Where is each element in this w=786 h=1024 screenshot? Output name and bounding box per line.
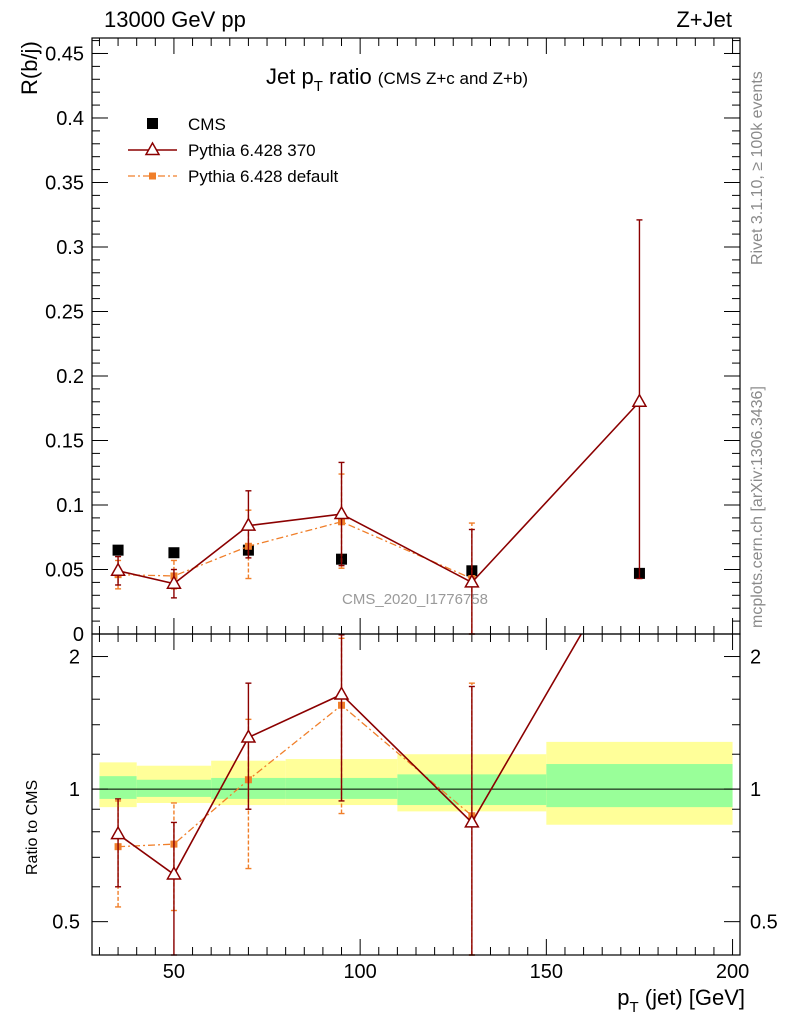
legend-pythia-default-marker bbox=[149, 172, 156, 180]
pythia370-point bbox=[240, 517, 257, 531]
pythia370-point bbox=[110, 562, 126, 577]
y-tick-label: 0.1 bbox=[56, 495, 84, 517]
y-tick-label: 0.15 bbox=[45, 430, 84, 452]
pythia370-point bbox=[464, 573, 480, 588]
ratio-y-tick-label: 2 bbox=[69, 647, 80, 669]
pythia370-ratio-point bbox=[333, 685, 350, 700]
pythia370-point bbox=[631, 393, 648, 408]
y-tick-label: 0.05 bbox=[45, 559, 84, 581]
ratio-y-tick-label-right: 1 bbox=[750, 779, 761, 801]
legend-cms-label: CMS bbox=[188, 115, 226, 134]
ratio-uncertainty-bands bbox=[92, 741, 740, 825]
header-left-label: 13000 GeV pp bbox=[104, 7, 246, 32]
pythia370-point bbox=[166, 575, 182, 589]
legend-pythia-default-label: Pythia 6.428 default bbox=[188, 167, 339, 186]
chart-title-main: Jet p bbox=[266, 64, 314, 89]
legend-cms-marker bbox=[147, 118, 158, 129]
legend: CMS Pythia 6.428 370 Pythia 6.428 defaul… bbox=[128, 115, 339, 186]
x-axis-label: pT (jet) [GeV] bbox=[617, 985, 745, 1016]
x-tick-label: 200 bbox=[716, 961, 749, 983]
x-axis-label-main: p bbox=[617, 985, 629, 1010]
pythia370-line bbox=[117, 401, 641, 585]
axes: 0 0.05 0.1 0.15 0.2 0.25 0.3 0.35 0.4 0.45 50 100 15… bbox=[45, 38, 778, 983]
pythia370-ratio-line bbox=[117, 634, 583, 876]
series-layer bbox=[110, 219, 648, 956]
legend-pythia370-marker bbox=[144, 141, 161, 156]
x-axis-label-sub: T bbox=[629, 999, 638, 1016]
header-right-label: Z+Jet bbox=[676, 7, 732, 32]
rivet-version-label: Rivet 3.1.10, ≥ 100k events bbox=[749, 71, 766, 265]
band-inner-0 bbox=[99, 776, 137, 799]
cms-point bbox=[112, 544, 124, 556]
y-tick-label: 0.4 bbox=[56, 108, 84, 130]
chart-title-rest: ratio bbox=[323, 64, 372, 89]
ratio-panel-frame bbox=[91, 633, 741, 956]
pythia370-ratio-point bbox=[240, 728, 257, 743]
ratio-y-axis-label: Ratio to CMS bbox=[24, 780, 41, 875]
y-tick-label: 0.35 bbox=[45, 172, 84, 194]
ratio-y-tick-label: 1 bbox=[69, 779, 80, 801]
y-axis-label: R(b/j) bbox=[17, 41, 42, 95]
cms-point bbox=[168, 547, 180, 559]
x-tick-label: 100 bbox=[343, 961, 376, 983]
band-inner-1 bbox=[136, 779, 212, 797]
mcplots-label: mcplots.cern.ch [arXiv:1306.3436] bbox=[749, 386, 766, 628]
x-axis-label-rest: (jet) [GeV] bbox=[639, 985, 745, 1010]
y-tick-label: 0.3 bbox=[56, 237, 84, 259]
x-tick-label: 50 bbox=[163, 961, 185, 983]
pythia370-ratio-point bbox=[166, 865, 182, 880]
ratio-y-tick-label-right: 2 bbox=[750, 647, 761, 669]
chart-title-sub: T bbox=[314, 78, 323, 95]
pythia370-point bbox=[333, 505, 350, 520]
pythia370-ratio-point bbox=[464, 813, 480, 828]
band-inner-5 bbox=[546, 764, 733, 808]
pythia370-ratio-point bbox=[110, 825, 126, 840]
ratio-y-tick-label: 0.5 bbox=[52, 912, 80, 934]
ratio-y-tick-label-right: 0.5 bbox=[750, 912, 778, 934]
analysis-watermark: CMS_2020_I1776758 bbox=[342, 591, 488, 608]
chart-title: Jet pT ratio (CMS Z+c and Z+b) bbox=[266, 64, 528, 95]
y-tick-label: 0.45 bbox=[45, 43, 84, 65]
chart-title-small: (CMS Z+c and Z+b) bbox=[378, 69, 528, 88]
y-tick-label: 0.2 bbox=[56, 366, 84, 388]
x-tick-label: 150 bbox=[530, 961, 563, 983]
y-tick-label: 0 bbox=[73, 624, 84, 646]
legend-pythia370-label: Pythia 6.428 370 bbox=[188, 141, 316, 160]
frames bbox=[91, 37, 741, 956]
y-tick-label: 0.25 bbox=[45, 301, 84, 323]
